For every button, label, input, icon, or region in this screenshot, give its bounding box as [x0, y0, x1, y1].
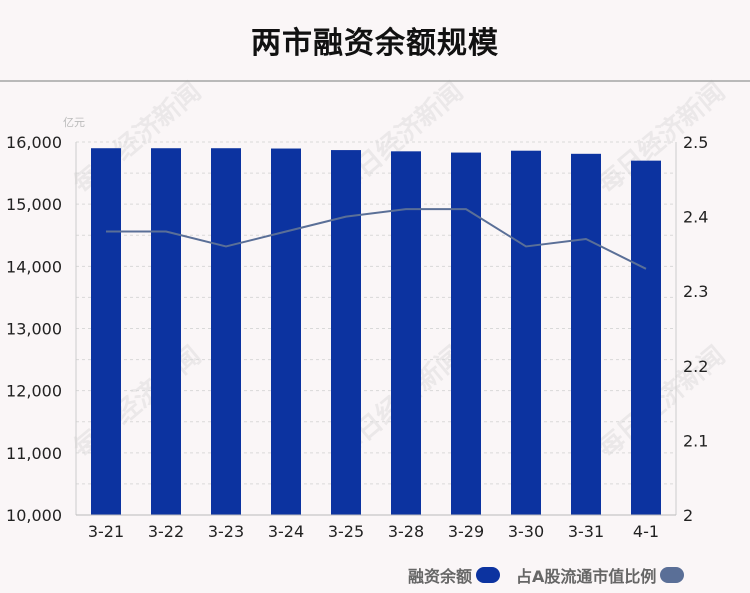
y-tick-label: 15,000: [6, 195, 62, 214]
y-tick-label: 16,000: [6, 133, 62, 152]
bar: [331, 150, 361, 515]
x-tick-label: 3-22: [148, 522, 184, 541]
y2-tick-label: 2.4: [683, 208, 708, 227]
y2-tick-label: 2.2: [683, 357, 708, 376]
x-tick-label: 3-24: [268, 522, 304, 541]
bar: [511, 150, 541, 515]
y-tick-label: 10,000: [6, 506, 62, 525]
bar: [571, 153, 601, 516]
x-tick-label: 3-29: [448, 522, 484, 541]
x-tick-label: 3-31: [568, 522, 604, 541]
x-tick-label: 3-30: [508, 522, 544, 541]
y2-tick-label: 2.1: [683, 431, 708, 450]
y-axis-unit-label: 亿元: [63, 116, 85, 129]
x-tick-label: 3-23: [208, 522, 244, 541]
chart-title: 两市融资余额规模: [251, 26, 499, 61]
bar: [391, 151, 421, 515]
bar: [151, 148, 181, 515]
y2-tick-label: 2.3: [683, 282, 708, 301]
legend-line-label: 占A股流通市值比例: [516, 567, 657, 586]
y-tick-label: 12,000: [6, 382, 62, 401]
y2-tick-label: 2: [683, 506, 693, 525]
y-tick-label: 14,000: [6, 257, 62, 276]
x-tick-label: 3-28: [388, 522, 424, 541]
title-divider: [0, 80, 750, 82]
x-tick-label: 3-21: [88, 522, 124, 541]
legend-bar-label: 融资余额: [408, 567, 473, 586]
ratio-line: [106, 208, 647, 270]
y-tick-label: 13,000: [6, 320, 62, 339]
bar: [451, 152, 481, 515]
bar: [211, 148, 241, 515]
legend: 融资余额 占A股流通市值比例: [408, 563, 685, 587]
x-tick-label: 3-25: [328, 522, 364, 541]
legend-line-swatch: [660, 567, 685, 583]
y-tick-label: 11,000: [6, 444, 62, 463]
bar: [91, 148, 121, 515]
bar: [631, 160, 661, 515]
bar: [271, 148, 301, 515]
legend-bar-swatch: [476, 567, 501, 583]
y2-tick-label: 2.5: [683, 133, 708, 152]
x-tick-label: 4-1: [633, 522, 659, 541]
